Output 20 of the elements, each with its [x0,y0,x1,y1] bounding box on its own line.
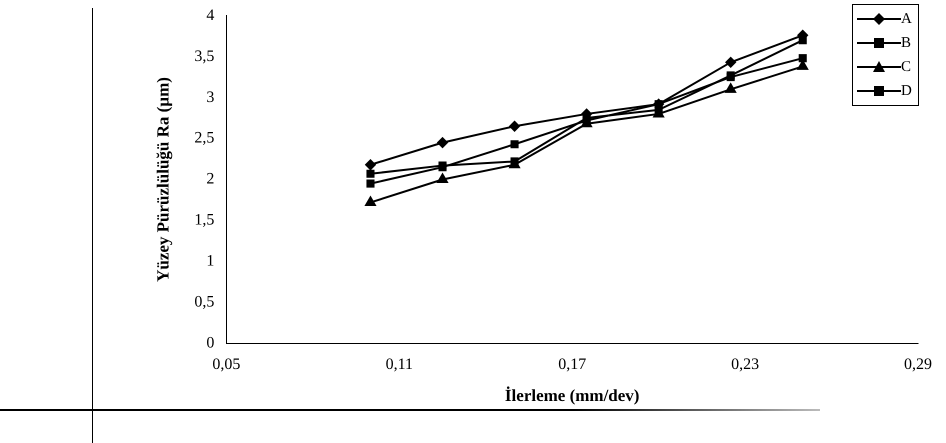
y-tick-label: 4 [206,6,214,24]
y-tick-label: 3,5 [194,48,214,65]
legend-label: A [901,10,912,28]
x-tick-label: 0,29 [904,356,932,374]
x-tick-label: 0,17 [558,356,586,374]
y-tick-label: 2 [206,170,214,188]
x-axis-title: İlerleme (mm/dev) [504,386,640,406]
legend-label: B [901,34,912,52]
y-tick-label: 1,5 [194,212,214,229]
legend-label: C [901,58,912,76]
x-tick-label: 0,23 [731,356,760,374]
x-tick-label: 0,05 [212,356,240,374]
legend-label: D [901,82,912,100]
y-tick-label: 2,5 [194,130,214,147]
y-tick-label: 0 [206,334,214,352]
y-tick-label: 3 [206,88,214,106]
y-tick-label: 1 [206,252,214,270]
y-tick-label: 0,5 [194,294,214,311]
x-tick-label: 0,11 [386,356,414,374]
y-axis-title: Yüzey Pürüzlülüğü Ra (µm) [154,77,173,282]
